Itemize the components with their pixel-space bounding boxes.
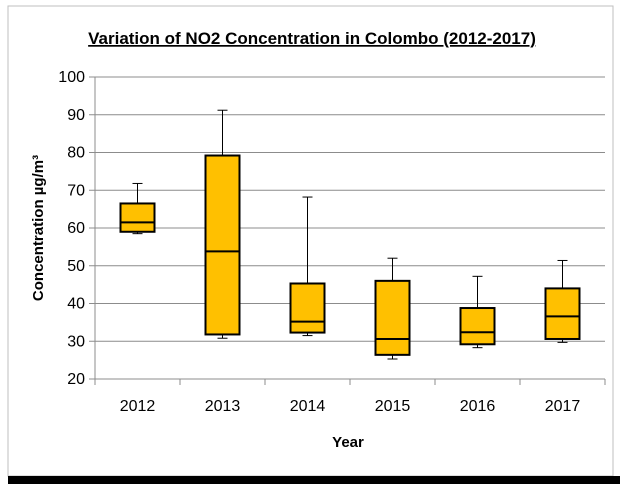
- box-2015: [374, 257, 411, 360]
- y-tick-label: 20: [67, 371, 85, 388]
- iqr-box: [544, 287, 581, 340]
- box-series: [119, 109, 581, 360]
- x-tick-label: 2013: [205, 398, 241, 415]
- y-tick-label: 40: [67, 296, 85, 313]
- iqr-box: [459, 307, 496, 346]
- iqr-box: [289, 282, 326, 334]
- y-tick-label: 50: [67, 258, 85, 275]
- box-2013: [204, 109, 241, 339]
- chart-frame: [7, 5, 614, 477]
- y-tick-label: 100: [58, 69, 85, 86]
- iqr-box: [204, 154, 241, 336]
- grid-lines: [89, 76, 606, 385]
- x-tick-label: 2015: [375, 398, 411, 415]
- chart-title: Variation of NO2 Concentration in Colomb…: [88, 29, 536, 48]
- x-axis-label: Year: [332, 434, 364, 451]
- x-tick-labels: 2012 2013 2014 2015 2016 2017: [120, 398, 581, 415]
- x-tick-label: 2012: [120, 398, 156, 415]
- y-tick-label: 60: [67, 220, 85, 237]
- y-tick-label: 70: [67, 182, 85, 199]
- y-tick-label: 80: [67, 145, 85, 162]
- x-tick-label: 2014: [290, 398, 326, 415]
- x-tick-label: 2016: [460, 398, 496, 415]
- box-2012: [119, 182, 156, 235]
- y-tick-label: 30: [67, 333, 85, 350]
- box-2014: [289, 196, 326, 337]
- box-2016: [459, 275, 496, 349]
- bottom-border: [8, 476, 620, 484]
- iqr-box: [374, 279, 411, 356]
- iqr-box: [119, 202, 156, 233]
- y-tick-labels: 20 30 40 50 60 70 80 90 100: [58, 69, 85, 388]
- box-2017: [544, 259, 581, 343]
- x-tick-label: 2017: [545, 398, 581, 415]
- y-tick-label: 90: [67, 107, 85, 124]
- y-axis-label: Concentration µg/m³: [30, 155, 47, 301]
